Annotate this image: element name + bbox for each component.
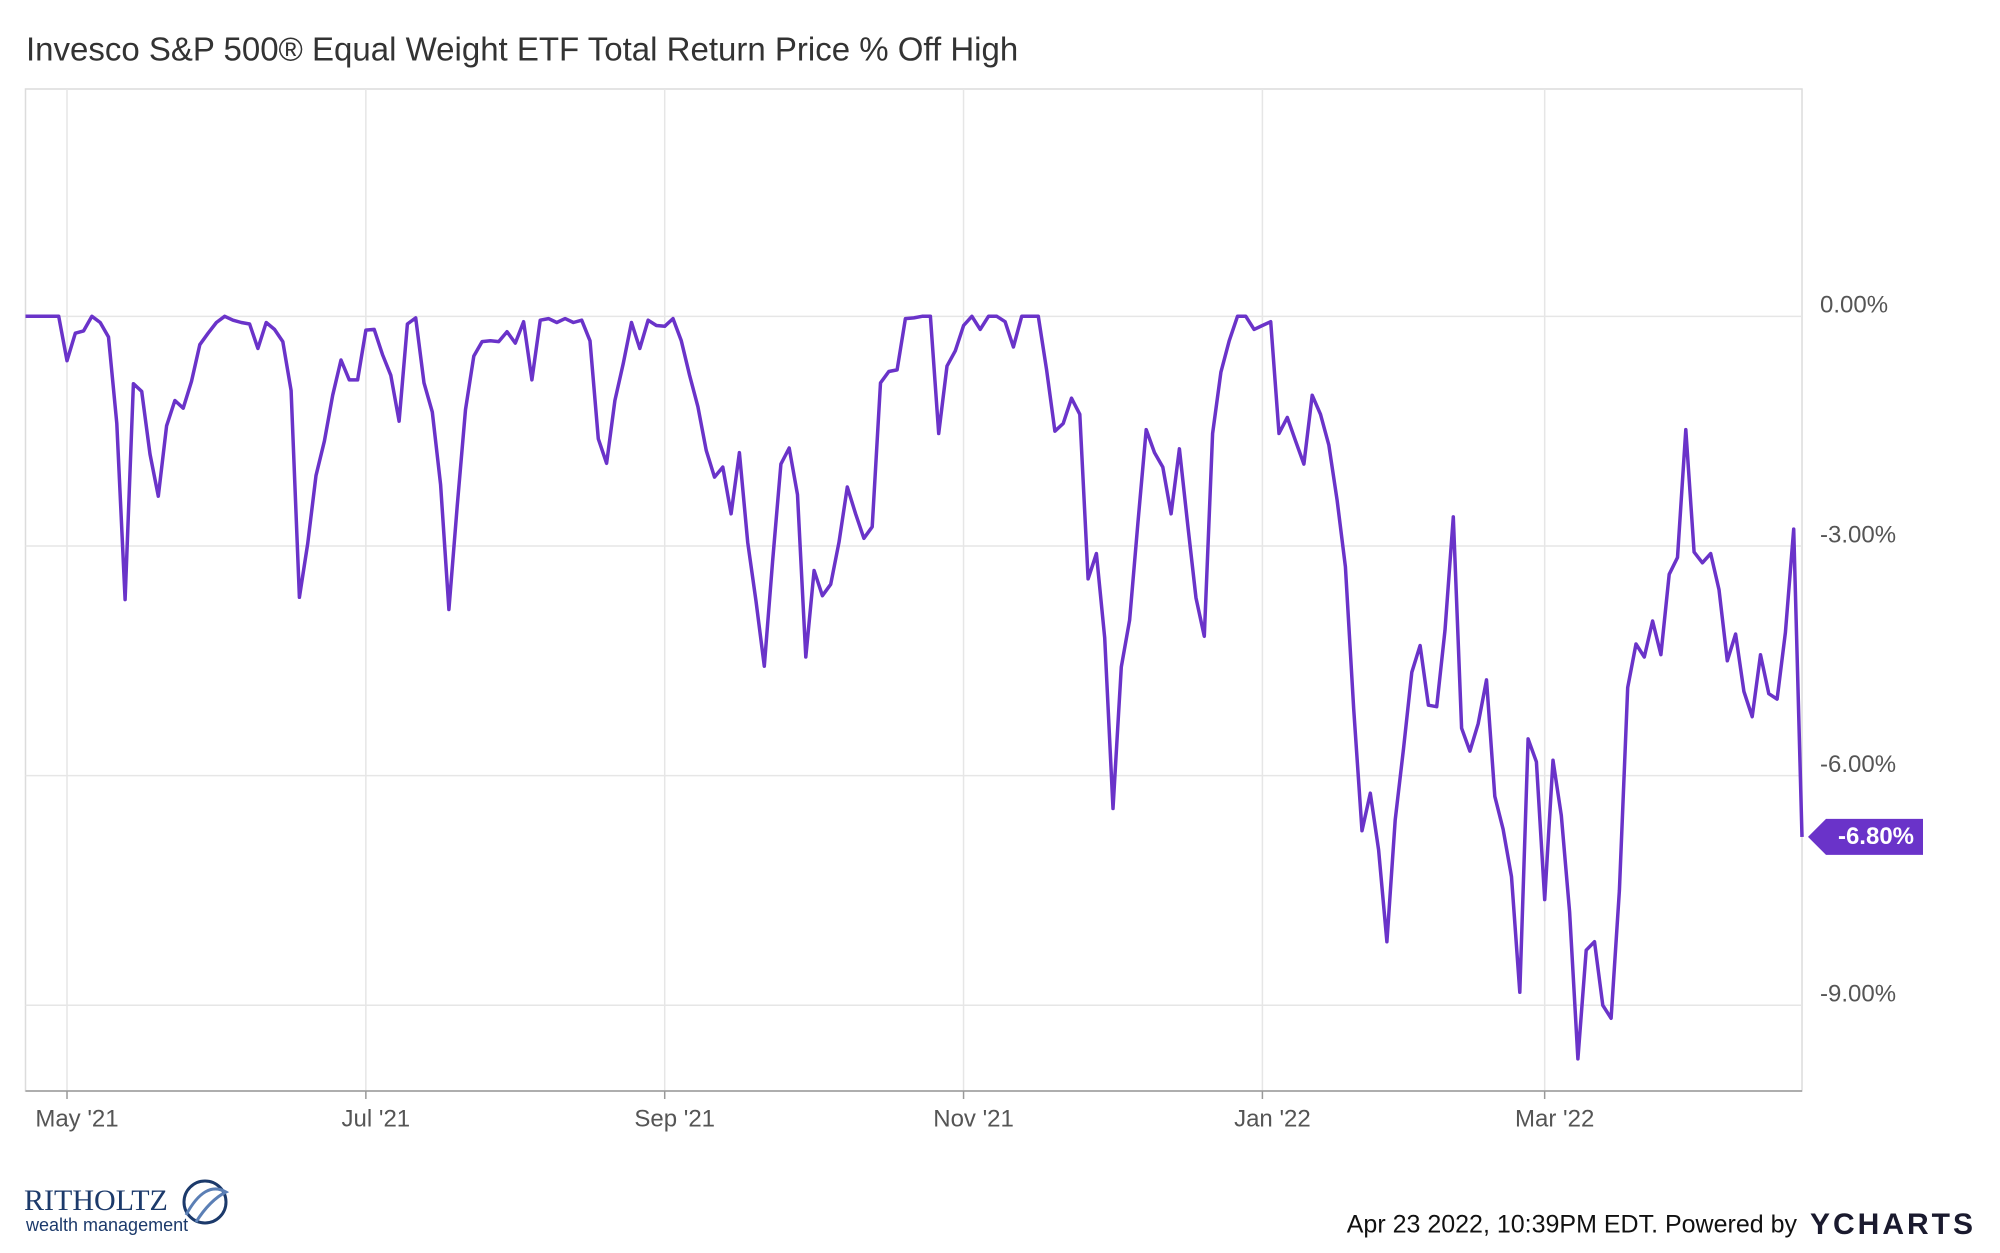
x-tick-label: Jan '22 bbox=[1234, 1105, 1311, 1132]
y-tick-label: -6.00% bbox=[1820, 751, 1896, 778]
timestamp: Apr 23 2022, 10:39PM EDT. Powered by bbox=[1347, 1211, 1798, 1239]
last-value-label: -6.80% bbox=[1838, 823, 1914, 850]
ycharts-logo: YCHARTS bbox=[1810, 1208, 1976, 1241]
logo-tagline: wealth management bbox=[25, 1215, 188, 1235]
y-tick-label: -3.00% bbox=[1820, 521, 1896, 548]
x-tick-label: May '21 bbox=[35, 1105, 118, 1132]
logo-icon bbox=[182, 1179, 228, 1225]
logo-name: RITHOLTZ bbox=[24, 1184, 168, 1217]
line bbox=[25, 314, 1804, 1061]
x-tick-label: Sep '21 bbox=[634, 1105, 715, 1132]
logo: RITHOLTZ wealth management bbox=[24, 1179, 230, 1235]
y-tick-label: -9.00% bbox=[1820, 981, 1896, 1008]
x-tick-label: Mar '22 bbox=[1515, 1105, 1594, 1132]
logo-swirl bbox=[184, 1187, 230, 1223]
x-tick-label: Jul '21 bbox=[342, 1105, 411, 1132]
chart-title: Invesco S&P 500® Equal Weight ETF Total … bbox=[26, 31, 1018, 68]
x-tick-label: Nov '21 bbox=[933, 1105, 1014, 1132]
y-tick-label: 0.00% bbox=[1820, 292, 1888, 319]
last-value-tag bbox=[1808, 818, 1923, 855]
